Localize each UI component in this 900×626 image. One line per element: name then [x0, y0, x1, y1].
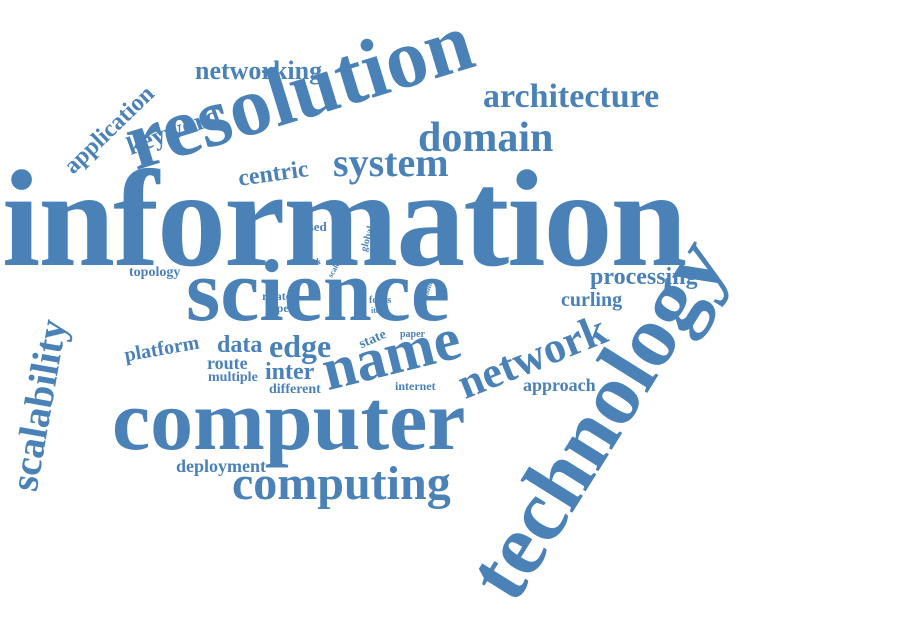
word-aspect: aspect: [266, 301, 298, 315]
word-curling: curling: [561, 289, 623, 311]
word-information: information: [2, 142, 687, 295]
word-system: system: [333, 140, 449, 185]
word-processing: processing: [590, 264, 698, 290]
word-approach: approach: [523, 375, 596, 395]
word-architecture: architecture: [483, 78, 660, 115]
word-internet: internet: [395, 379, 436, 393]
word-computing: computing: [232, 457, 451, 510]
word-networking: networking: [195, 56, 323, 85]
word-edge: edge: [269, 328, 332, 364]
word-related: related: [262, 289, 298, 303]
word-domain: domain: [418, 115, 554, 161]
word-different: different: [269, 382, 321, 397]
word-data: data: [217, 332, 263, 358]
word-item: item: [371, 306, 387, 315]
word-work: work: [303, 257, 321, 266]
word-deployment: deployment: [176, 456, 266, 476]
word-topology: topology: [129, 265, 181, 280]
word-computer: computer: [112, 372, 466, 468]
word-multiple: multiple: [208, 370, 258, 385]
word-inter: inter: [265, 359, 315, 385]
word-scalability: scalability: [0, 315, 76, 495]
word-route: route: [207, 353, 248, 373]
word-paper: paper: [400, 329, 425, 340]
word-platform: platform: [122, 331, 201, 367]
word-focus: focus: [369, 295, 392, 306]
word-science: science: [186, 243, 450, 340]
word-based: based: [295, 219, 327, 234]
